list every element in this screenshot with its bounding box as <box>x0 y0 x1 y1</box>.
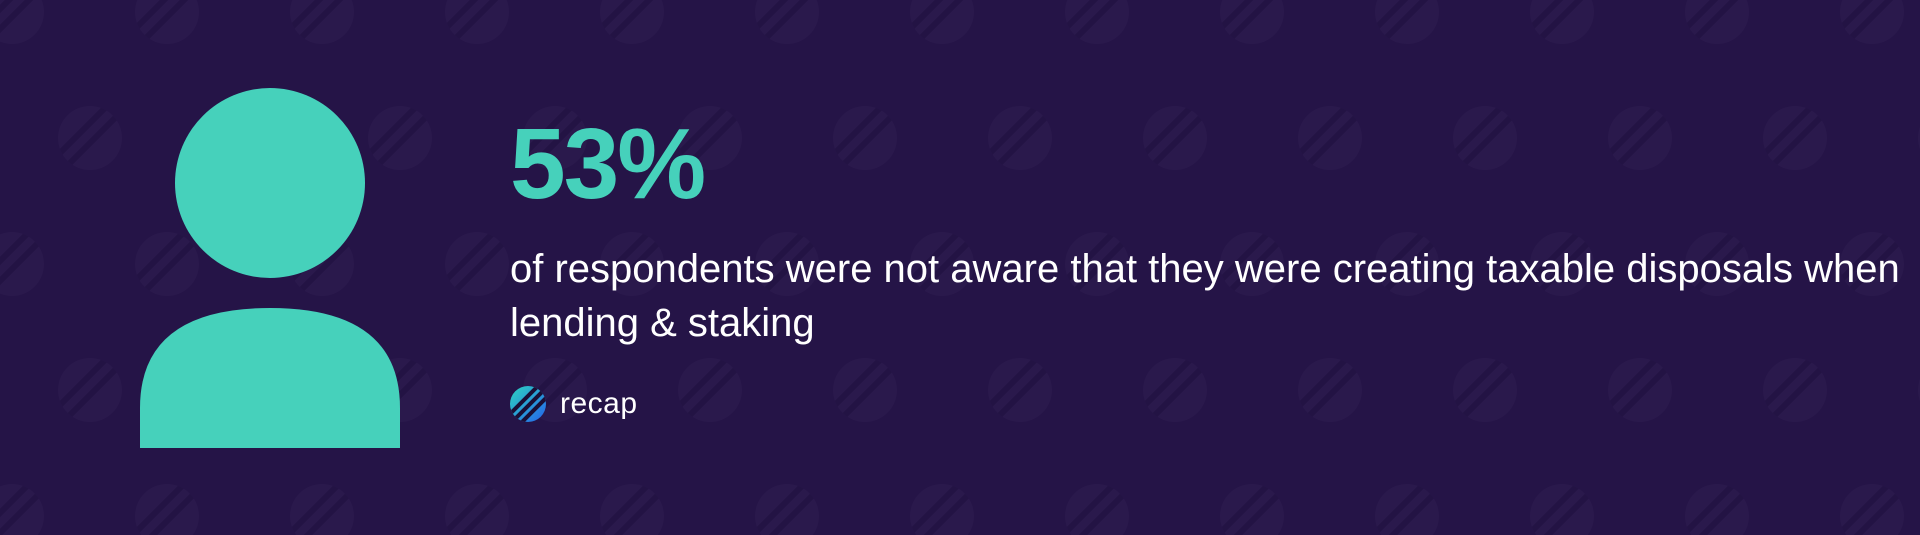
stat-percentage: 53% <box>510 114 1920 214</box>
person-icon-svg <box>120 88 420 448</box>
person-icon <box>120 88 420 448</box>
person-body <box>140 308 400 448</box>
text-block: 53% of respondents were not aware that t… <box>510 114 1920 422</box>
content-row: 53% of respondents were not aware that t… <box>0 88 1920 448</box>
brand-name: recap <box>560 387 638 421</box>
brand-logo-icon <box>510 386 546 422</box>
person-head <box>175 88 365 278</box>
brand-row: recap <box>510 386 1920 422</box>
infographic-banner: 53% of respondents were not aware that t… <box>0 0 1920 535</box>
stat-description: of respondents were not aware that they … <box>510 242 1920 350</box>
